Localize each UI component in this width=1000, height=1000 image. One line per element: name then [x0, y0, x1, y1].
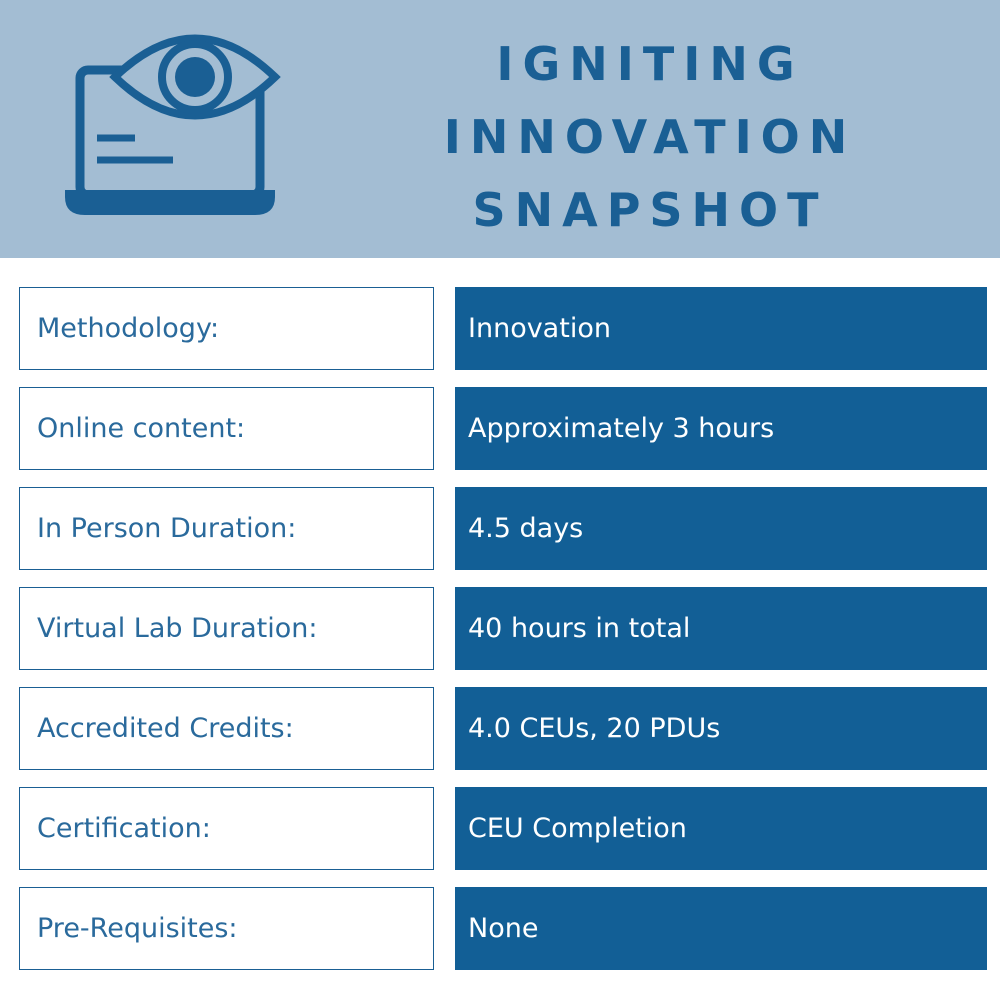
label: Virtual Lab Duration: — [37, 613, 318, 644]
label: Online content: — [37, 413, 246, 444]
value: Approximately 3 hours — [468, 413, 775, 444]
value-box: 40 hours in total — [455, 587, 987, 670]
value-box: 4.0 CEUs, 20 PDUs — [455, 687, 987, 770]
title-line: IGNITING — [496, 37, 804, 91]
label: Pre-Requisites: — [37, 913, 238, 944]
label-box: Methodology: — [19, 287, 434, 370]
value-box: Innovation — [455, 287, 987, 370]
value-box: Approximately 3 hours — [455, 387, 987, 470]
value: 4.5 days — [468, 513, 584, 544]
value: Innovation — [468, 313, 611, 344]
label-box: Online content: — [19, 387, 434, 470]
icon — [65, 34, 281, 215]
value: 40 hours in total — [468, 613, 691, 644]
header: IGNITING INNOVATION SNAPSHOT — [0, 0, 1000, 258]
value: CEU Completion — [468, 813, 687, 844]
value-box: CEU Completion — [455, 787, 987, 870]
label: Accredited Credits: — [37, 713, 294, 744]
value: 4.0 CEUs, 20 PDUs — [468, 713, 721, 744]
title-line: SNAPSHOT — [472, 183, 828, 237]
label-box: Certification: — [19, 787, 434, 870]
label: In Person Duration: — [37, 513, 297, 544]
label: Methodology: — [37, 313, 220, 344]
label-box: Virtual Lab Duration: — [19, 587, 434, 670]
value-box: 4.5 days — [455, 487, 987, 570]
value-box: None — [455, 887, 987, 970]
title: IGNITING INNOVATION SNAPSHOT — [400, 28, 900, 247]
value: None — [468, 913, 539, 944]
label-box: Pre-Requisites: — [19, 887, 434, 970]
label-box: Accredited Credits: — [19, 687, 434, 770]
label: Certification: — [37, 813, 211, 844]
title-line: INNOVATION — [443, 110, 857, 164]
label-box: In Person Duration: — [19, 487, 434, 570]
